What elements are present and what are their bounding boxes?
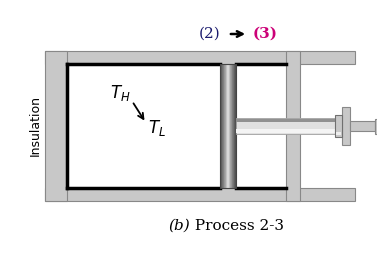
Text: (b): (b) <box>168 219 190 233</box>
Bar <box>224 64 225 188</box>
Bar <box>225 64 226 188</box>
Bar <box>234 64 235 188</box>
Bar <box>375 119 377 133</box>
Bar <box>231 64 233 188</box>
Bar <box>45 51 355 64</box>
Bar <box>336 132 341 135</box>
Bar <box>236 64 286 188</box>
Bar <box>224 64 225 188</box>
Bar <box>235 64 236 188</box>
Bar <box>223 64 224 188</box>
Bar <box>230 64 231 188</box>
Bar <box>220 64 236 188</box>
Bar <box>221 64 222 188</box>
Text: $T_H$: $T_H$ <box>110 83 130 103</box>
Bar <box>223 64 224 188</box>
Bar <box>236 119 335 122</box>
Bar <box>335 115 342 137</box>
Bar <box>229 64 230 188</box>
Bar <box>67 64 220 188</box>
Text: (2): (2) <box>199 27 221 41</box>
Bar <box>222 64 223 188</box>
Text: Insulation: Insulation <box>29 95 41 156</box>
Bar <box>230 64 231 188</box>
Bar <box>350 121 375 131</box>
Bar <box>225 64 226 188</box>
Bar <box>220 64 221 188</box>
Bar <box>235 64 236 188</box>
Bar <box>226 64 227 188</box>
Bar <box>231 64 232 188</box>
Bar <box>233 64 234 188</box>
Bar <box>227 64 228 188</box>
Bar <box>221 64 222 188</box>
Bar <box>342 107 350 145</box>
Text: Process 2-3: Process 2-3 <box>190 219 284 233</box>
Bar <box>228 64 229 188</box>
Bar <box>232 64 233 188</box>
Text: $T_L$: $T_L$ <box>148 118 166 138</box>
Bar <box>45 51 67 201</box>
Bar <box>229 64 230 188</box>
Bar <box>236 118 335 134</box>
Bar <box>234 64 235 188</box>
Bar <box>233 64 234 188</box>
Bar <box>236 129 335 133</box>
Bar <box>231 64 232 188</box>
Bar <box>286 51 300 201</box>
Bar <box>232 64 233 188</box>
Bar <box>227 64 228 188</box>
Bar <box>45 188 355 201</box>
Bar <box>225 64 227 188</box>
Bar <box>222 64 223 188</box>
Bar <box>228 64 229 188</box>
Text: (3): (3) <box>253 27 277 41</box>
